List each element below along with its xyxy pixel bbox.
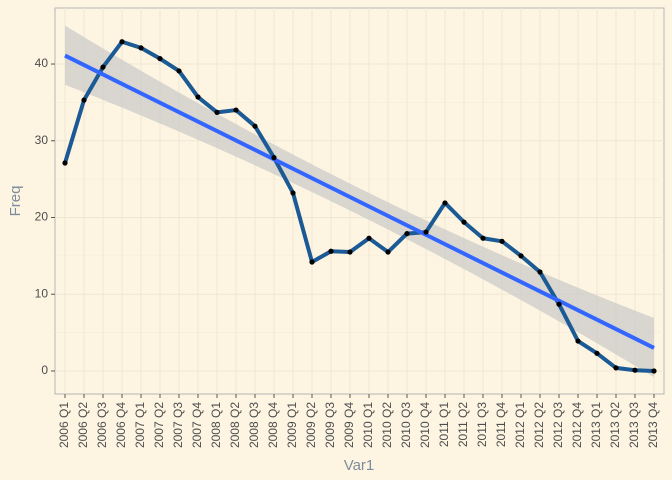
y-tick-label: 0: [41, 363, 48, 377]
point: [157, 56, 163, 62]
x-tick-label: 2008 Q3: [247, 402, 261, 448]
point: [575, 338, 581, 344]
x-tick-label: 2007 Q3: [171, 402, 185, 448]
y-tick-label: 30: [35, 133, 49, 147]
x-tick-label: 2011 Q4: [494, 402, 508, 447]
point: [309, 259, 315, 265]
point: [613, 365, 619, 371]
point: [499, 238, 505, 244]
x-tick-label: 2008 Q4: [266, 402, 280, 448]
x-axis-title: Var1: [344, 457, 375, 474]
y-tick-label: 20: [35, 210, 49, 224]
point: [594, 350, 600, 356]
x-tick-label: 2009 Q2: [304, 402, 318, 448]
point: [480, 235, 486, 241]
point: [176, 68, 182, 74]
y-axis-title: Freq: [7, 186, 24, 217]
x-tick-label: 2013 Q2: [608, 402, 622, 448]
x-tick-label: 2008 Q1: [209, 402, 223, 448]
x-tick-label: 2007 Q1: [133, 402, 147, 448]
x-tick-label: 2007 Q2: [152, 402, 166, 448]
x-tick-label: 2008 Q2: [228, 402, 242, 448]
x-tick-label: 2009 Q3: [323, 402, 337, 448]
x-tick-label: 2011 Q1: [437, 402, 451, 447]
x-tick-label: 2006 Q2: [76, 402, 90, 448]
point: [347, 249, 353, 255]
x-tick-label: 2010 Q2: [380, 402, 394, 448]
x-tick-label: 2013 Q3: [627, 402, 641, 448]
point: [233, 107, 239, 113]
x-tick-label: 2012 Q2: [532, 402, 546, 448]
x-tick-label: 2012 Q4: [570, 402, 584, 448]
point: [252, 123, 258, 129]
trend-line: [64, 53, 655, 350]
y-tick-label: 10: [35, 286, 49, 300]
point: [100, 64, 106, 70]
point: [328, 248, 334, 254]
point: [518, 253, 524, 259]
point: [385, 249, 391, 255]
x-tick-label: 2011 Q2: [456, 402, 470, 447]
point: [461, 219, 467, 225]
point: [366, 235, 372, 241]
x-tick-label: 2012 Q3: [551, 402, 565, 448]
point: [423, 229, 429, 235]
x-tick-label: 2007 Q4: [190, 402, 204, 448]
point: [537, 269, 543, 275]
point: [81, 97, 87, 103]
point: [404, 231, 410, 237]
x-tick-label: 2013 Q1: [589, 402, 603, 448]
point: [290, 190, 296, 196]
x-tick-label: 2010 Q4: [418, 402, 432, 448]
x-tick-label: 2006 Q4: [114, 402, 128, 448]
x-tick-label: 2013 Q4: [646, 402, 660, 448]
point: [651, 368, 657, 374]
point: [119, 39, 125, 45]
x-tick-label: 2012 Q1: [513, 402, 527, 448]
x-tick-label: 2009 Q4: [342, 402, 356, 448]
point: [195, 94, 201, 100]
point: [62, 160, 68, 166]
x-tick-label: 2010 Q3: [399, 402, 413, 448]
y-tick-label: 40: [35, 56, 49, 70]
point: [271, 155, 277, 161]
point: [556, 301, 562, 307]
x-tick-label: 2006 Q1: [57, 402, 71, 448]
point: [632, 367, 638, 373]
point: [214, 109, 220, 115]
x-tick-label: 2011 Q3: [475, 402, 489, 447]
x-tick-label: 2009 Q1: [285, 402, 299, 448]
x-tick-label: 2010 Q1: [361, 402, 375, 448]
point: [442, 200, 448, 206]
point: [138, 45, 144, 51]
x-tick-label: 2006 Q3: [95, 402, 109, 448]
